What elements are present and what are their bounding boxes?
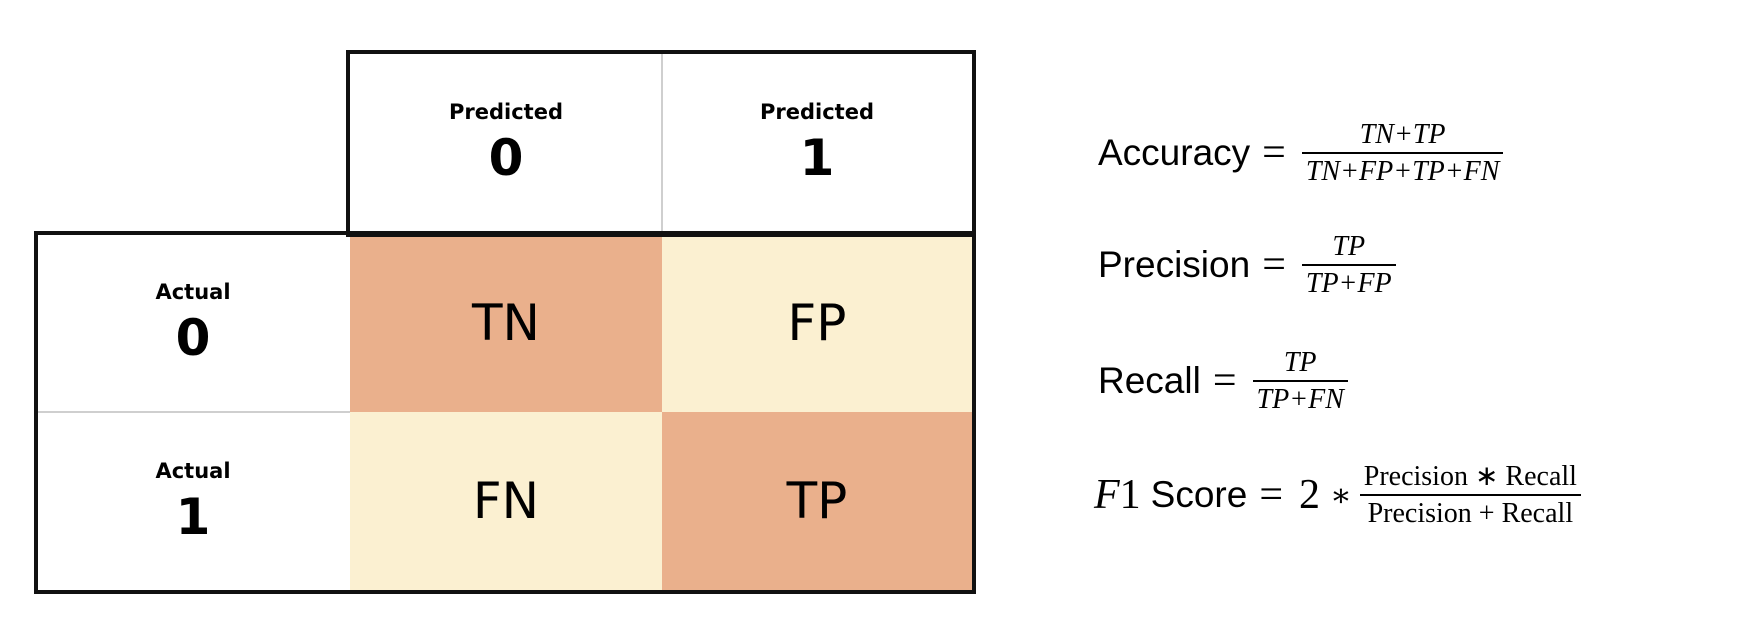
precision-label: Precision [1098,244,1251,286]
recall-numerator: TP [1283,347,1317,378]
recall-equals: = [1212,358,1237,405]
f1-score-label: Score [1150,474,1248,516]
header-actual-0: Actual 0 [36,233,350,412]
recall-label: Recall [1098,360,1201,402]
precision-numerator: TP [1332,231,1366,262]
f1-two: 2 [1299,472,1320,519]
f1-one-symbol: 1 [1119,472,1141,519]
precision-fraction: TP TP+FP [1301,231,1396,300]
f1-score-formula: F 1 Score = 2 ∗ Precision ∗ Recall Preci… [1094,462,1581,529]
fraction-bar [1301,264,1396,267]
f1-fraction: Precision ∗ Recall Precision + Recall [1359,461,1581,530]
precision-denominator: TP+FP [1305,268,1392,300]
accuracy-numerator: TN+TP [1359,119,1446,150]
recall-denominator: TP+FN [1256,384,1344,416]
accuracy-denominator: TN+FP+TP+FN [1305,156,1500,188]
fraction-bar [1359,494,1581,497]
precision-equals: = [1262,242,1286,289]
actual-0-label: Actual [155,280,231,304]
tp-label: TP [786,472,848,530]
header-actual-1: Actual 1 [36,412,350,590]
actual-1-label: Actual [155,458,231,483]
f1-equals: = [1259,472,1283,519]
predicted-0-value: 0 [488,129,524,187]
fraction-bar [1252,380,1348,383]
header-predicted-0: Predicted 0 [350,52,662,233]
f1-denominator: Precision + Recall [1367,498,1574,530]
actual-0-value: 0 [175,309,211,367]
precision-formula: Precision = TP TP+FP [1098,232,1396,299]
f1-multiply: ∗ [1330,476,1352,515]
predicted-1-label: Predicted [760,100,874,124]
predicted-1-value: 1 [799,129,835,187]
accuracy-formula: Accuracy = TN+TP TN+FP+TP+FN [1098,119,1504,188]
cell-false-negative: FN [350,412,662,590]
divider-actual [36,411,350,413]
actual-1-value: 1 [175,487,211,546]
divider-predicted [661,52,663,233]
header-predicted-1: Predicted 1 [662,52,972,233]
cell-true-negative: TN [350,233,662,412]
cell-true-positive: TP [662,412,972,590]
accuracy-equals: = [1262,130,1286,177]
accuracy-label: Accuracy [1098,132,1251,174]
f1-numerator: Precision ∗ Recall [1363,461,1577,492]
f1-f-symbol: F [1094,472,1120,519]
predicted-0-label: Predicted [449,100,563,124]
fraction-bar [1301,152,1504,155]
cell-false-positive: FP [662,233,972,412]
tn-label: TN [472,293,540,352]
recall-fraction: TP TP+FN [1252,347,1348,416]
fp-label: FP [787,293,847,352]
recall-formula: Recall = TP TP+FN [1098,348,1348,415]
fn-label: FN [472,472,540,530]
accuracy-fraction: TN+TP TN+FP+TP+FN [1301,119,1504,188]
